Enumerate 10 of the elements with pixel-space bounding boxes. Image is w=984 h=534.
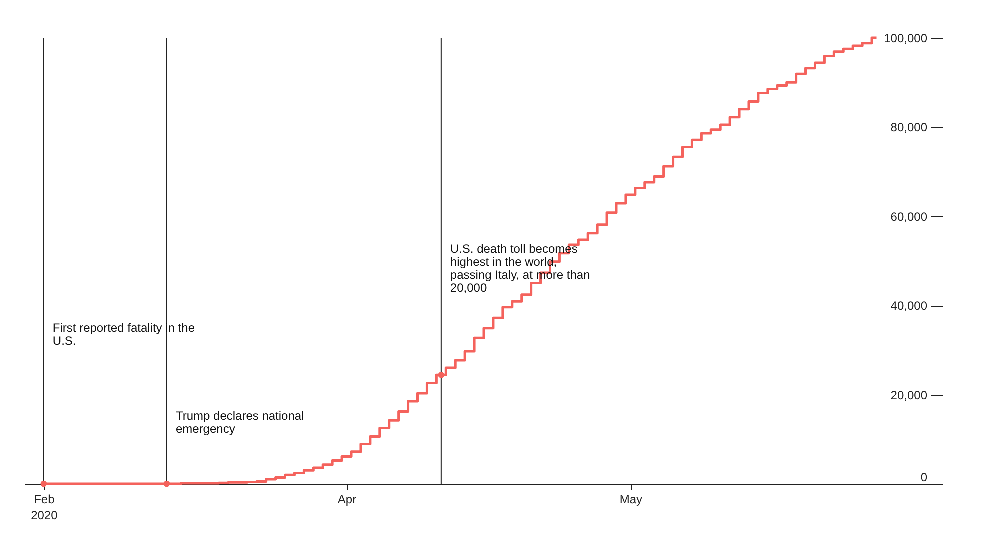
x-tick-label: May xyxy=(620,492,643,506)
y-tick-label: 100,000 xyxy=(884,32,928,46)
y-tick-label: 0 xyxy=(920,470,928,484)
y-tick-label: 20,000 xyxy=(890,388,928,402)
x-tick-label: Feb 2020 xyxy=(31,492,58,522)
ref-line-label: Trump declares national emergency xyxy=(176,409,304,436)
y-tick-label: 40,000 xyxy=(890,299,928,314)
y-tick-label: 60,000 xyxy=(890,210,928,224)
x-tick-label: Apr xyxy=(338,492,357,506)
y-tick-label: 80,000 xyxy=(890,120,928,135)
